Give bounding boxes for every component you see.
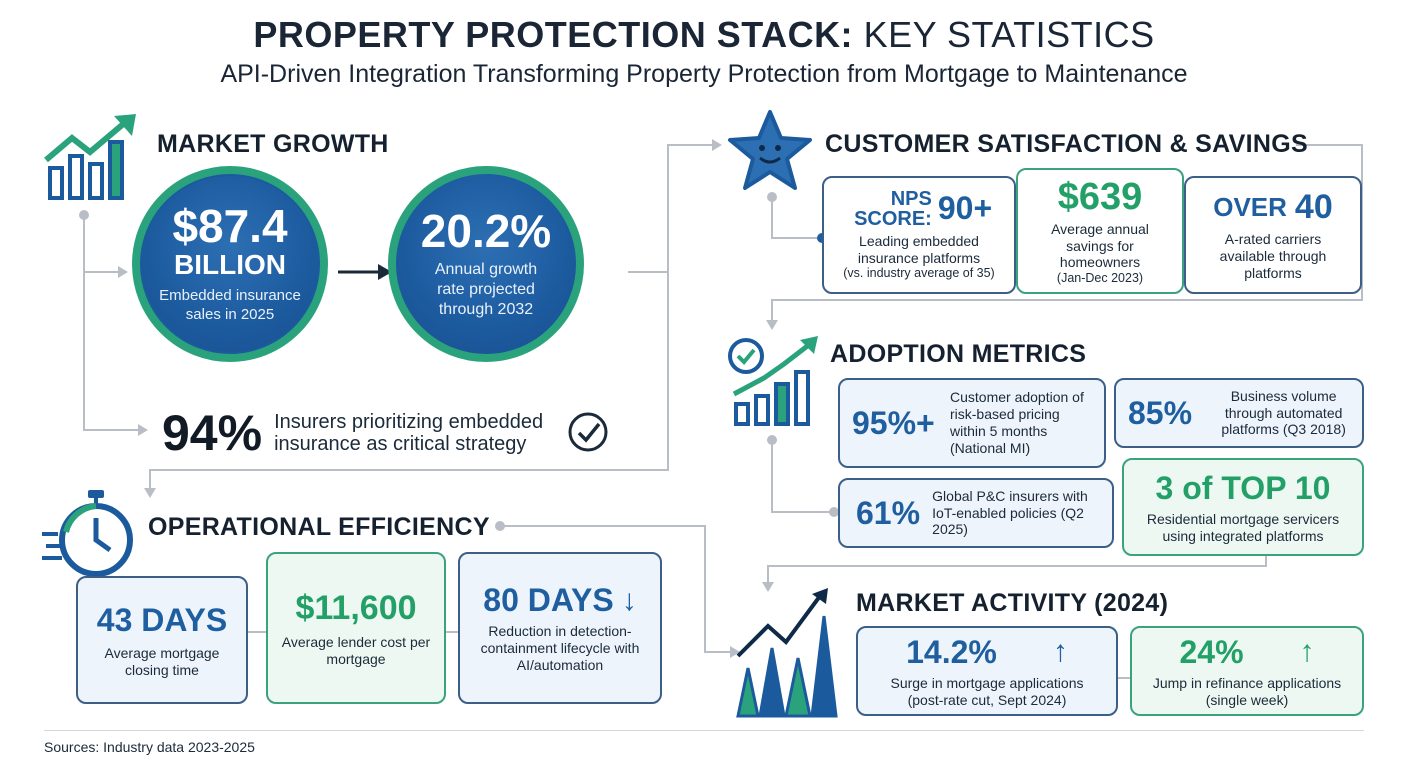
servicers-desc: Residential mortgage servicers using int… (1146, 510, 1340, 544)
risk-pricing-desc: Customer adoption of risk-based pricing … (950, 389, 1084, 456)
lifecycle-value: 80 DAYS (483, 582, 614, 619)
insurers-stat-desc: Insurers prioritizing embedded insurance… (274, 410, 544, 455)
market-growth-heading: MARKET GROWTH (157, 130, 389, 158)
closing-time-card: 43 DAYS Average mortgage closing time (76, 576, 248, 704)
market-size-circle: $87.4 BILLION Embedded insurance sales i… (132, 166, 328, 362)
lender-cost-card: $11,600 Average lender cost per mortgage (266, 552, 446, 704)
carriers-desc: A-rated carriers available through platf… (1219, 231, 1327, 281)
activity-heading: MARKET ACTIVITY (2024) (856, 589, 1169, 617)
iot-card: 61% Global P&C insurers with IoT-enabled… (838, 478, 1114, 548)
nps-label: NPS SCORE: (854, 187, 932, 230)
growth-chart-icon (44, 114, 136, 200)
operational-heading: OPERATIONAL EFFICIENCY (148, 513, 490, 541)
down-arrow-icon: ↓ (621, 583, 637, 617)
mortgage-apps-desc: Surge in mortgage applications (post-rat… (890, 674, 1084, 708)
market-activity-icon (736, 588, 838, 718)
iot-value: 61% (856, 494, 921, 531)
savings-desc: Average annual savings for homeowners (1051, 220, 1149, 271)
adoption-chart-icon (728, 336, 818, 426)
refinance-desc: Jump in refinance applications (single w… (1152, 674, 1342, 708)
automated-volume-desc: Business volume through automated platfo… (1221, 387, 1346, 438)
up-arrow-icon: ↑ (1052, 635, 1068, 669)
mortgage-apps-card: 14.2% ↑ Surge in mortgage applications (… (856, 626, 1118, 716)
nps-desc: Leading embedded insurance platforms (857, 232, 981, 266)
lender-cost-desc: Average lender cost per mortgage (281, 633, 431, 667)
sources-note: Sources: Industry data 2023-2025 (44, 739, 255, 755)
closing-time-value: 43 DAYS (96, 601, 228, 638)
up-arrow-icon: ↑ (1299, 635, 1315, 669)
market-size-desc: Embedded insurance sales in 2025 (159, 287, 301, 324)
market-size-value: $87.4 (172, 200, 288, 253)
closing-time-desc: Average mortgage closing time (104, 644, 220, 678)
satisfaction-heading: CUSTOMER SATISFACTION & SAVINGS (825, 130, 1308, 158)
servicers-value: 3 of TOP 10 (1155, 469, 1331, 506)
growth-rate-circle: 20.2% Annual growth rate projected throu… (388, 166, 584, 362)
footer-divider (44, 730, 1364, 731)
iot-desc: Global P&C insurers with IoT-enabled pol… (932, 487, 1088, 538)
stopwatch-icon (42, 490, 133, 577)
growth-rate-desc: Annual growth rate projected through 203… (434, 261, 538, 318)
risk-pricing-value: 95%+ (852, 404, 935, 441)
savings-card: $639 Average annual savings for homeowne… (1016, 168, 1184, 294)
adoption-heading: ADOPTION METRICS (830, 340, 1087, 368)
lifecycle-desc: Reduction in detection-containment lifec… (480, 623, 640, 673)
title-bold: PROPERTY PROTECTION STACK: (253, 14, 854, 55)
growth-rate-value: 20.2% (420, 205, 552, 257)
page-subtitle: API-Driven Integration Transforming Prop… (220, 60, 1188, 88)
servicers-card: 3 of TOP 10 Residential mortgage service… (1122, 458, 1364, 556)
page-title: PROPERTY PROTECTION STACK: KEY STATISTIC… (0, 14, 1408, 56)
lender-cost-value: $11,600 (295, 588, 417, 627)
insurers-stat-value: 94% (162, 405, 263, 461)
automated-volume-card: 85% Business volume through automated pl… (1114, 378, 1364, 448)
risk-pricing-card: 95%+ Customer adoption of risk-based pri… (838, 378, 1106, 468)
market-size-unit: BILLION (174, 249, 286, 281)
mortgage-apps-value: 14.2% (906, 633, 997, 670)
refinance-value: 24% (1179, 633, 1244, 670)
carriers-card: OVER 40 A-rated carriers available throu… (1184, 176, 1362, 294)
lifecycle-card: 80 DAYS ↓ Reduction in detection-contain… (458, 552, 662, 704)
savings-note: (Jan-Dec 2023) (1056, 271, 1144, 286)
savings-value: $639 (1057, 175, 1143, 218)
carriers-label: OVER (1213, 192, 1287, 223)
carriers-value: 40 (1294, 188, 1333, 227)
nps-note: (vs. industry average of 35) (843, 266, 995, 281)
star-icon (728, 110, 812, 190)
insurers-stat: 94% Insurers prioritizing embedded insur… (162, 404, 564, 462)
refinance-card: 24% ↑ Jump in refinance applications (si… (1130, 626, 1364, 716)
automated-volume-value: 85% (1128, 394, 1193, 431)
title-light: KEY STATISTICS (863, 14, 1155, 55)
nps-value: 90+ (937, 190, 993, 227)
nps-card: NPS SCORE: 90+ Leading embedded insuranc… (822, 176, 1016, 294)
check-circle-icon (568, 412, 608, 452)
